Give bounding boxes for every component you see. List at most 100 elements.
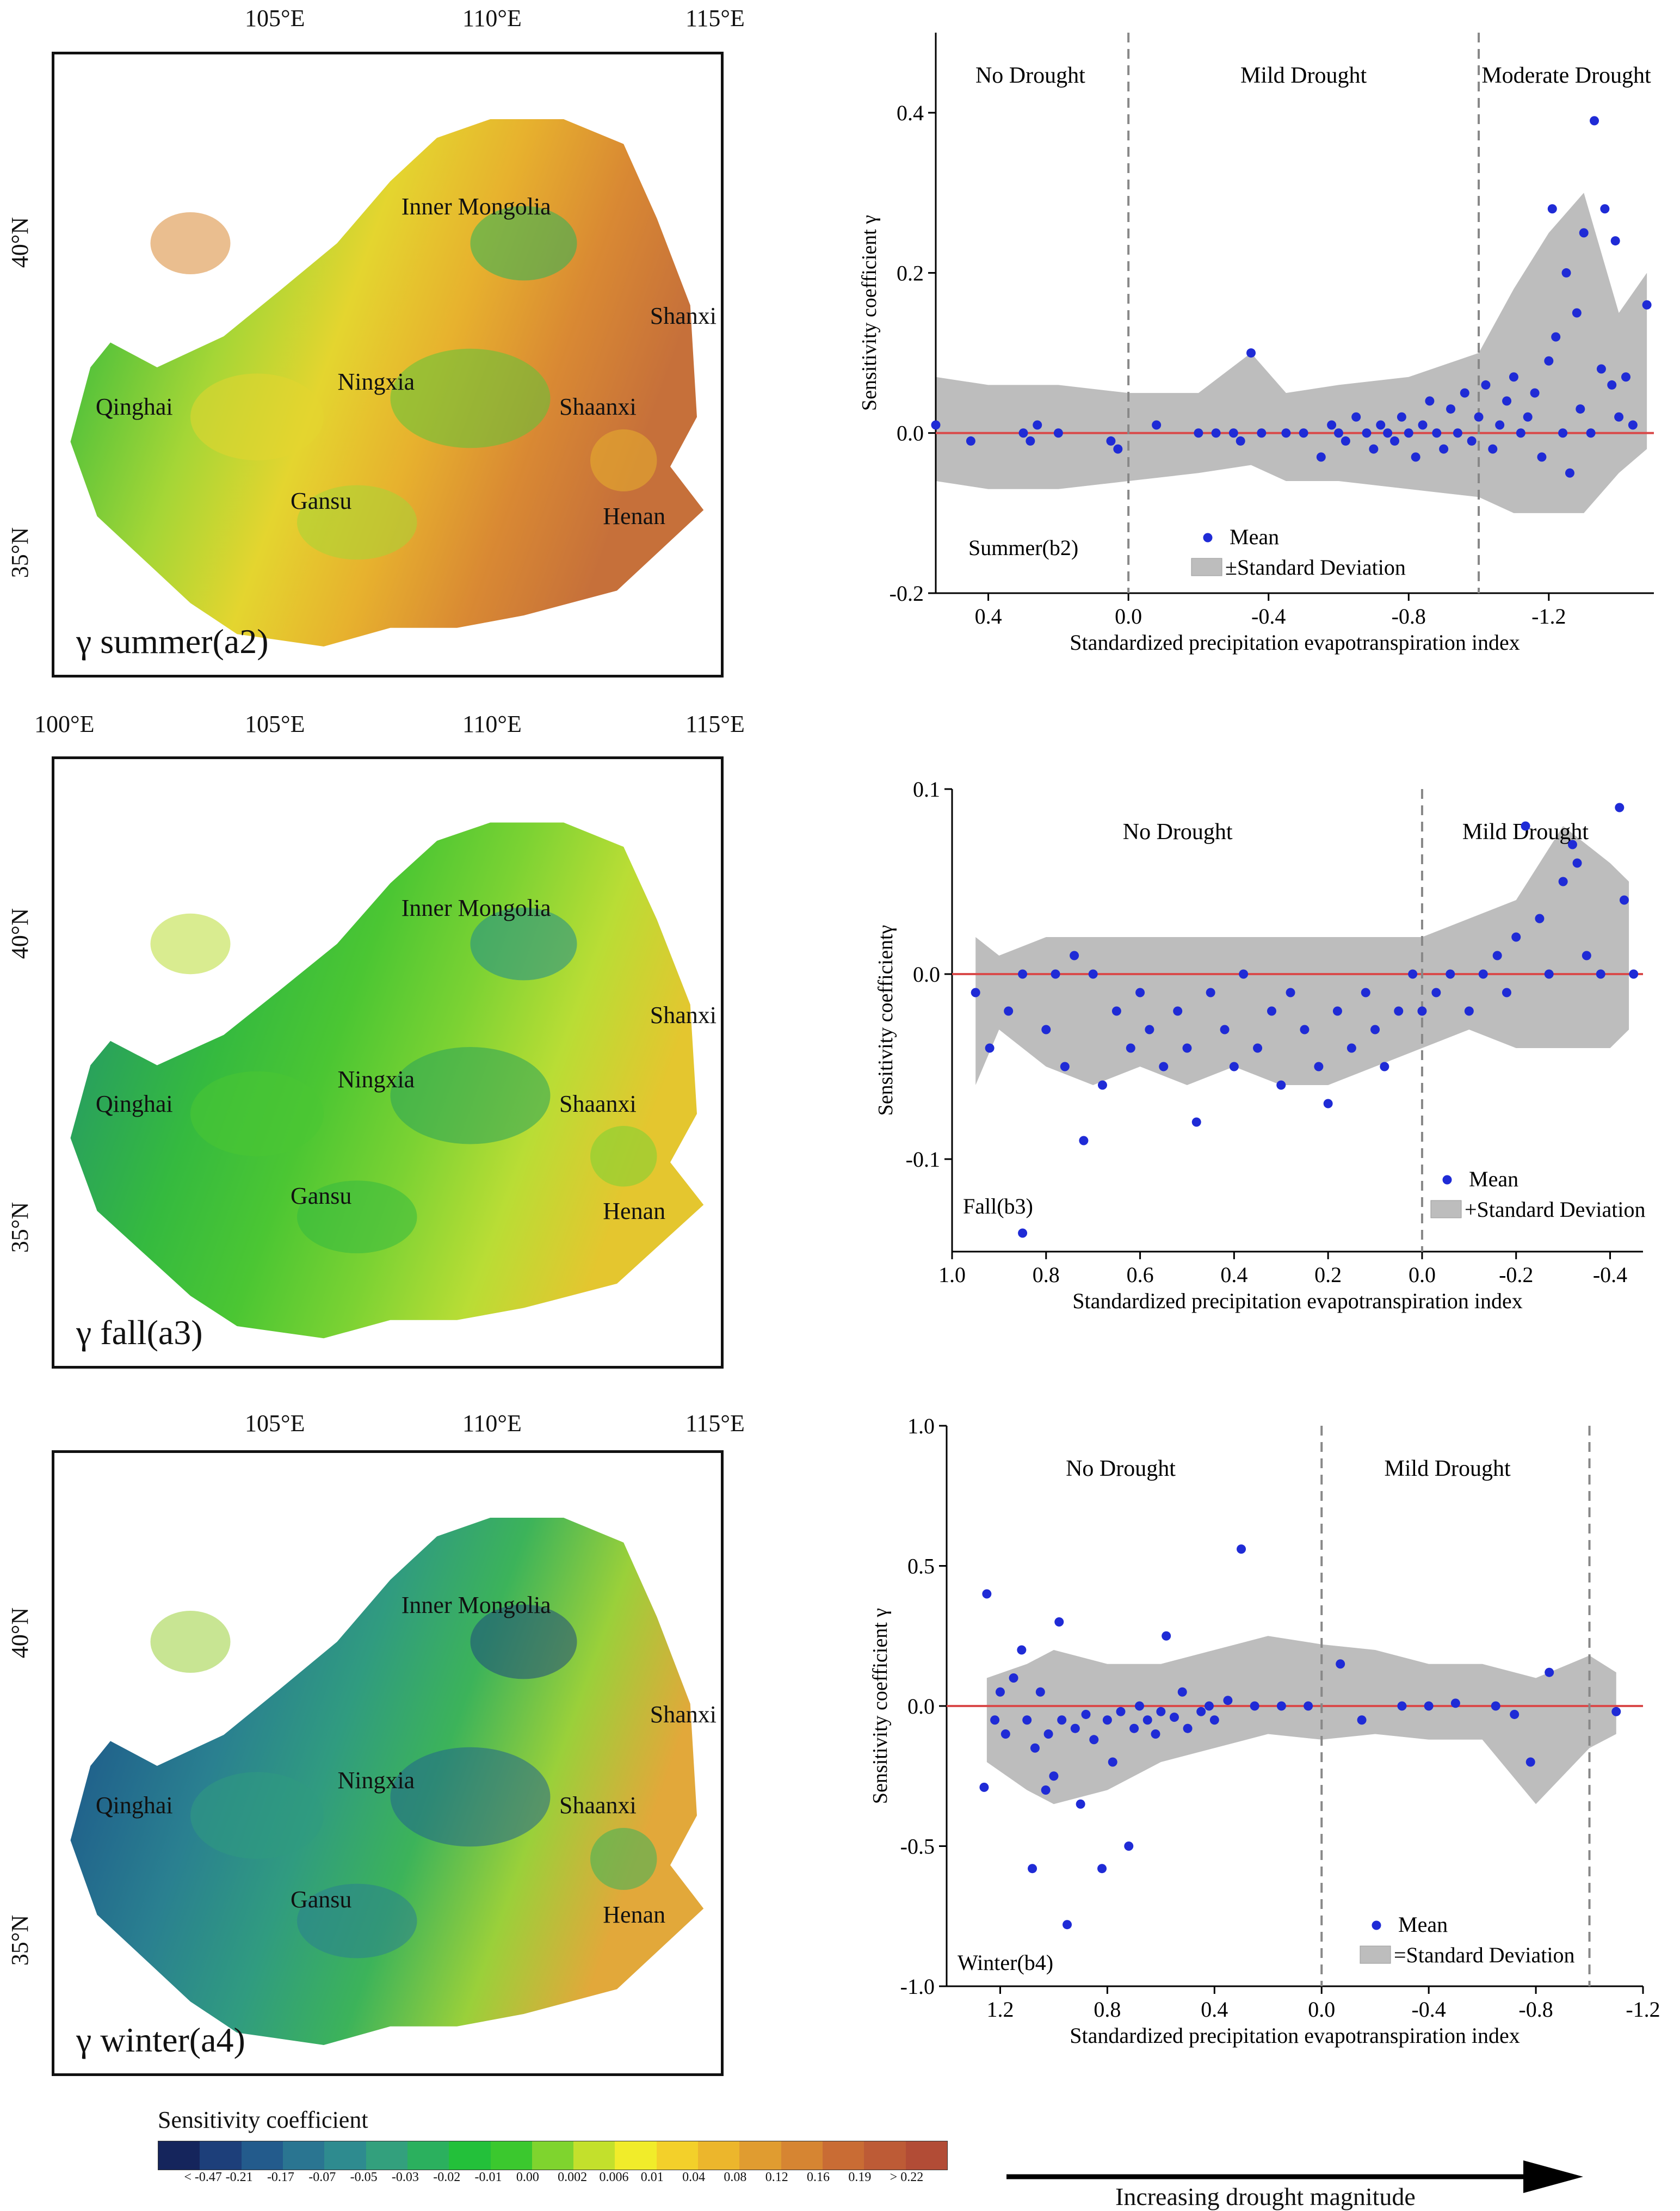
mean-point: [1537, 452, 1547, 462]
map-lat-tick: 35°N: [7, 527, 34, 578]
mean-point: [1196, 1707, 1206, 1716]
map-patch: [590, 429, 657, 491]
mean-point: [1169, 1713, 1179, 1722]
mean-point: [1316, 452, 1326, 462]
mean-point: [1124, 1842, 1134, 1851]
colorbar-tick-label: 0.002: [558, 2170, 588, 2184]
mean-point: [1126, 1043, 1135, 1053]
mean-point: [1611, 1707, 1621, 1716]
region-label-qinghai: Qinghai: [95, 1792, 173, 1819]
mean-point: [1206, 988, 1215, 997]
map-lon-tick: 105°E: [245, 5, 305, 32]
colorbar-swatch: [781, 2141, 823, 2170]
mean-point: [1183, 1723, 1193, 1733]
mean-point: [1223, 1696, 1233, 1705]
y-tick-label: 0.1: [913, 777, 940, 802]
mean-point: [1113, 444, 1123, 454]
colorbar-tick-label: < -0.47: [184, 2170, 222, 2184]
map-lon-tick: 110°E: [462, 5, 522, 32]
map-lon-tick: 100°E: [34, 711, 95, 737]
mean-point: [1070, 1723, 1080, 1733]
mean-point: [1582, 951, 1591, 960]
mean-point: [1590, 116, 1599, 126]
sd-band: [975, 826, 1629, 1085]
colorbar-swatch: [615, 2141, 657, 2170]
colorbar-swatch: [864, 2141, 906, 2170]
zone-label: Moderate Drought: [1481, 63, 1651, 88]
map-lon-tick: 105°E: [245, 1410, 305, 1437]
mean-point: [1257, 428, 1267, 438]
mean-point: [1397, 1701, 1407, 1711]
mean-point: [1495, 420, 1505, 430]
x-tick-label: -0.4: [1251, 604, 1286, 629]
y-axis-label: Sensitivity coefficient γ: [858, 215, 881, 411]
mean-point: [1304, 1701, 1313, 1711]
colorbar-swatch: [490, 2141, 532, 2170]
mean-point: [1390, 436, 1400, 446]
y-tick-label: -1.0: [900, 1974, 935, 1999]
map-patch: [150, 212, 231, 274]
mean-point: [1341, 436, 1350, 446]
mean-point: [1182, 1043, 1192, 1053]
mean-point: [1488, 444, 1498, 454]
mean-point: [1043, 1729, 1053, 1739]
x-tick-label: -0.4: [1411, 1997, 1446, 2022]
colorbar-title: Sensitivity coefficient: [158, 2107, 368, 2133]
colorbar-swatch: [532, 2141, 574, 2170]
mean-point: [931, 420, 941, 430]
mean-point: [1314, 1062, 1324, 1071]
map-lat-tick: 40°N: [7, 1607, 34, 1659]
map-lon-tick: 115°E: [685, 5, 745, 32]
mean-point: [1250, 1701, 1259, 1711]
x-tick-label: 0.2: [1314, 1262, 1342, 1287]
legend-mean-label: Mean: [1230, 525, 1279, 549]
sd-band: [986, 1636, 1616, 1804]
mean-point: [1523, 412, 1533, 422]
mean-point: [1572, 308, 1582, 318]
mean-point: [971, 988, 980, 997]
mean-point: [1088, 969, 1098, 979]
colorbar-tick-label: -0.21: [225, 2170, 253, 2184]
map-lat-tick: 40°N: [7, 217, 34, 268]
mean-point: [1547, 204, 1557, 214]
x-tick-label: -1.2: [1626, 1997, 1660, 2022]
colorbar: Sensitivity coefficient < -0.47 -0.21 -0.1…: [158, 2106, 952, 2198]
mean-point: [1481, 380, 1491, 390]
mean-point: [1418, 420, 1428, 430]
colorbar-swatch: [407, 2141, 449, 2170]
legend-mean-marker: [1372, 1920, 1381, 1930]
y-tick-label: 0.0: [913, 962, 940, 987]
mean-point: [1030, 1743, 1040, 1753]
region-label-ningxia: Ningxia: [337, 368, 415, 395]
mean-point: [1276, 1701, 1286, 1711]
mean-point: [1333, 428, 1343, 438]
mean-point: [985, 1043, 995, 1053]
colorbar-swatch: [282, 2141, 325, 2170]
mean-point: [1070, 951, 1079, 960]
mean-point: [1286, 988, 1295, 997]
colorbar-swatch: [905, 2141, 947, 2170]
mean-point: [1053, 428, 1063, 438]
legend-sd-swatch: [1430, 1200, 1462, 1218]
map-patch: [297, 1180, 417, 1254]
mean-point: [1558, 428, 1568, 438]
colorbar-tick-label: 0.01: [640, 2170, 664, 2184]
map-patch: [390, 348, 551, 448]
map-panel-label: γ winter(a4): [76, 2021, 245, 2059]
mean-point: [1408, 969, 1418, 979]
legend-sd-swatch: [1360, 1945, 1391, 1964]
y-tick-label: -0.1: [906, 1147, 940, 1172]
mean-point: [1159, 1062, 1169, 1071]
mean-point: [1116, 1707, 1126, 1716]
mean-point: [1446, 969, 1455, 979]
colorbar-labels: < -0.47 -0.21 -0.17 -0.07 -0.05 -0.03 -0.02 -0.…: [158, 2170, 947, 2192]
map-region-a2: [70, 119, 704, 646]
x-tick-label: 0.8: [1033, 1262, 1060, 1287]
mean-point: [1299, 428, 1308, 438]
mean-point: [1628, 420, 1638, 430]
colorbar-swatch: [158, 2141, 200, 2170]
colorbar-tick-label: 0.12: [765, 2170, 788, 2184]
mean-point: [1572, 858, 1582, 868]
region-label-henan: Henan: [603, 1901, 666, 1929]
colorbar-tick-label: -0.01: [474, 2170, 502, 2184]
